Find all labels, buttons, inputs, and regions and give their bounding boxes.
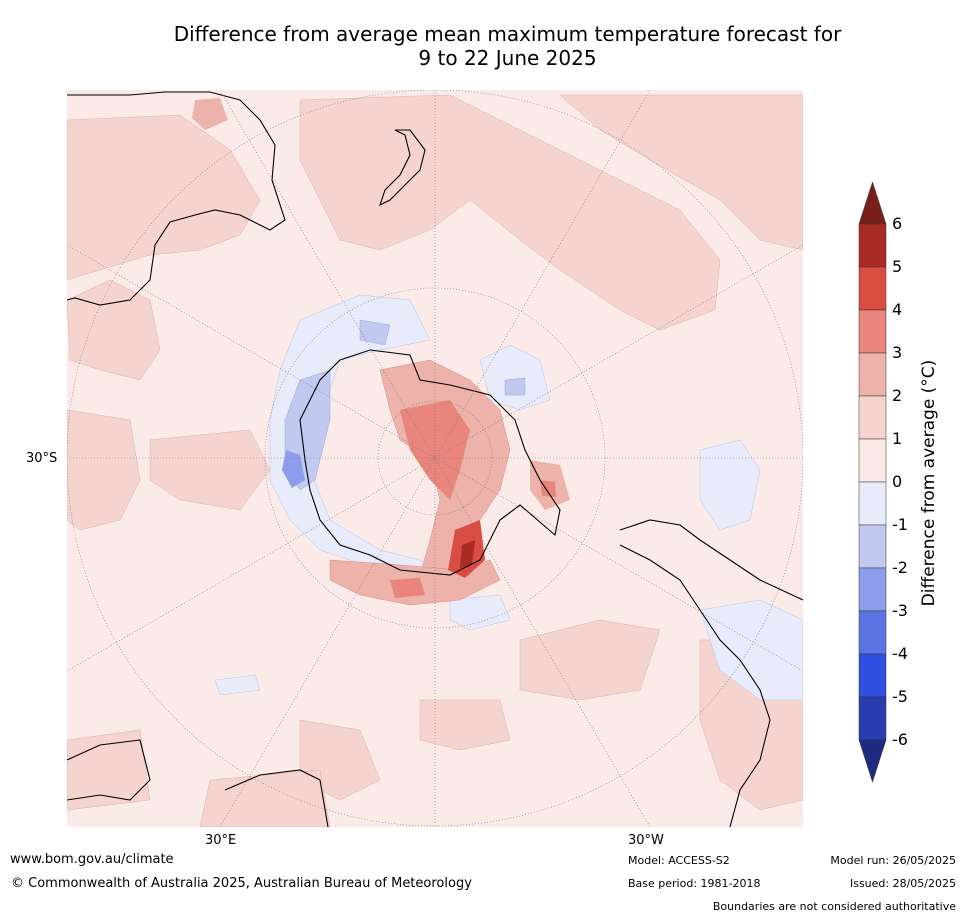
colorbar bbox=[858, 181, 887, 783]
copyright-text: © Commonwealth of Australia 2025, Austra… bbox=[11, 876, 472, 891]
colorbar-segment bbox=[858, 266, 887, 311]
longitude-label-east: 30°E bbox=[205, 833, 237, 848]
colorbar-tick-label: -3 bbox=[892, 601, 908, 620]
colorbar-segment bbox=[858, 438, 887, 483]
colorbar-tick-label: 2 bbox=[892, 386, 903, 405]
colorbar-segment bbox=[858, 524, 887, 569]
colorbar-segment bbox=[858, 610, 887, 655]
map-panel bbox=[67, 90, 803, 827]
model-run-date: Model run: 26/05/2025 bbox=[830, 854, 956, 867]
colorbar-tick-label: -4 bbox=[892, 644, 908, 663]
colorbar-under-arrow bbox=[858, 739, 887, 783]
colorbar-tick-label: 5 bbox=[892, 257, 903, 276]
coastlines bbox=[67, 91, 803, 827]
colorbar-segment bbox=[858, 395, 887, 440]
disclaimer-text: Boundaries are not considered authoritat… bbox=[712, 900, 956, 913]
colorbar-tick-label: -1 bbox=[892, 515, 908, 534]
title-line-2: 9 to 22 June 2025 bbox=[418, 46, 597, 70]
issued-date: Issued: 28/05/2025 bbox=[849, 877, 956, 890]
graticule bbox=[67, 90, 803, 827]
longitude-label-west: 30°W bbox=[628, 833, 664, 848]
colorbar-tick-label: 4 bbox=[892, 300, 903, 319]
website-link[interactable]: www.bom.gov.au/climate bbox=[10, 852, 174, 867]
anomaly-minus2-to-minus3 bbox=[282, 450, 305, 488]
colorbar-segment bbox=[858, 567, 887, 612]
colorbar-tick-label: -6 bbox=[892, 730, 908, 749]
colorbar-segment bbox=[858, 653, 887, 698]
colorbar-over-arrow bbox=[858, 181, 887, 225]
colorbar-tick-label: -5 bbox=[892, 687, 908, 706]
colorbar-segment bbox=[858, 309, 887, 354]
colorbar-tick-label: 3 bbox=[892, 343, 903, 362]
colorbar-segment bbox=[858, 481, 887, 526]
base-period: Base period: 1981-2018 bbox=[628, 877, 761, 890]
colorbar-tick-label: 1 bbox=[892, 429, 903, 448]
latitude-label: 30°S bbox=[26, 451, 58, 466]
anomaly-1-to-2 bbox=[67, 94, 803, 827]
colorbar-tick-label: 0 bbox=[892, 472, 903, 491]
colorbar-tick-label: 6 bbox=[892, 214, 903, 233]
colorbar-title: Difference from average (°C) bbox=[919, 359, 939, 607]
model-name: Model: ACCESS-S2 bbox=[628, 854, 730, 867]
colorbar-segment bbox=[858, 223, 887, 268]
anomaly-0-to-minus1 bbox=[214, 294, 803, 701]
colorbar-tick-label: -2 bbox=[892, 558, 908, 577]
map-title: Difference from average mean maximum tem… bbox=[60, 22, 955, 70]
title-line-1: Difference from average mean maximum tem… bbox=[173, 22, 842, 46]
colorbar-segment bbox=[858, 352, 887, 397]
colorbar-segment bbox=[858, 696, 887, 741]
